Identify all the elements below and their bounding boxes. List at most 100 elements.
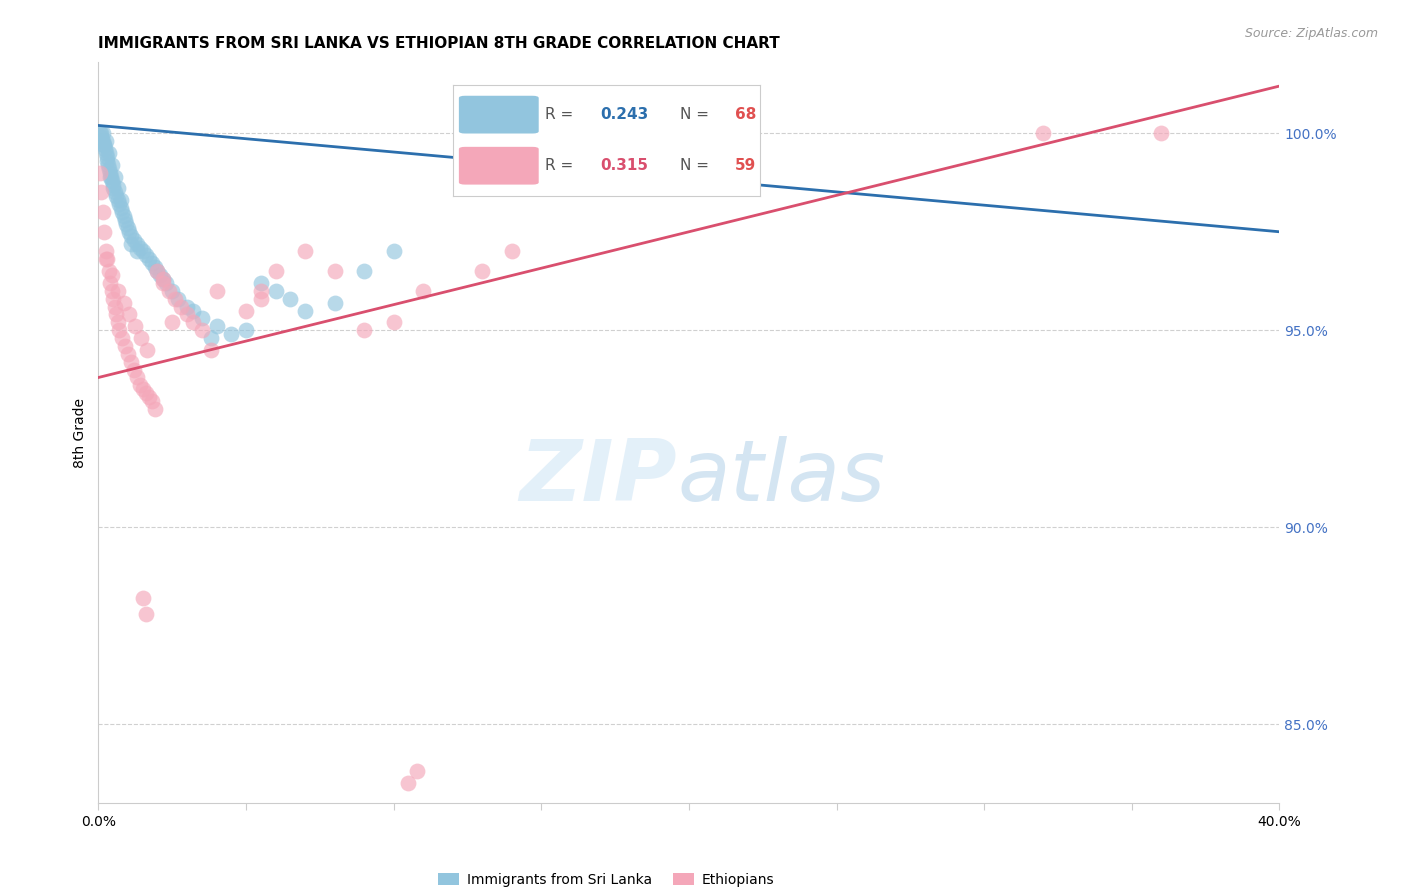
- Point: [136, 343, 159, 357]
- Point: [94, 244, 117, 259]
- Point: [323, 264, 346, 278]
- Point: [250, 284, 273, 298]
- Point: [250, 276, 273, 290]
- Point: [100, 268, 122, 282]
- Point: [91, 205, 114, 219]
- Point: [135, 607, 157, 621]
- Point: [97, 146, 120, 161]
- Point: [100, 284, 122, 298]
- Point: [138, 252, 160, 267]
- Point: [191, 311, 214, 326]
- Point: [170, 300, 193, 314]
- Y-axis label: 8th Grade: 8th Grade: [73, 398, 87, 467]
- Point: [146, 264, 169, 278]
- Point: [125, 370, 148, 384]
- Point: [120, 228, 142, 243]
- Point: [128, 241, 150, 255]
- Point: [143, 260, 166, 275]
- Point: [104, 186, 127, 200]
- Point: [111, 331, 134, 345]
- Point: [382, 315, 405, 329]
- Point: [90, 130, 112, 145]
- Point: [104, 300, 127, 314]
- Point: [146, 264, 169, 278]
- Point: [264, 284, 287, 298]
- Point: [94, 134, 117, 148]
- Point: [118, 225, 141, 239]
- Point: [323, 295, 346, 310]
- Point: [157, 284, 180, 298]
- Point: [221, 327, 243, 342]
- Point: [114, 339, 136, 353]
- Point: [94, 142, 117, 156]
- Point: [132, 244, 155, 259]
- Point: [278, 292, 302, 306]
- Point: [104, 169, 127, 184]
- Point: [152, 272, 174, 286]
- Point: [103, 292, 125, 306]
- Point: [110, 194, 132, 208]
- Point: [165, 292, 187, 306]
- Point: [143, 402, 166, 417]
- Point: [111, 205, 134, 219]
- Point: [107, 181, 129, 195]
- Point: [406, 764, 429, 779]
- Point: [100, 169, 122, 184]
- Point: [98, 276, 121, 290]
- Point: [97, 161, 120, 176]
- Point: [141, 256, 163, 270]
- Point: [138, 390, 160, 404]
- Point: [412, 284, 434, 298]
- Point: [117, 220, 139, 235]
- Point: [132, 382, 155, 396]
- Point: [1032, 126, 1054, 140]
- Point: [94, 252, 117, 267]
- Point: [124, 319, 146, 334]
- Point: [205, 284, 228, 298]
- Point: [110, 201, 132, 215]
- Point: [93, 138, 115, 153]
- Point: [501, 244, 523, 259]
- Point: [129, 331, 152, 345]
- Point: [105, 189, 128, 203]
- Text: IMMIGRANTS FROM SRI LANKA VS ETHIOPIAN 8TH GRADE CORRELATION CHART: IMMIGRANTS FROM SRI LANKA VS ETHIOPIAN 8…: [98, 36, 780, 51]
- Point: [132, 591, 155, 605]
- Point: [96, 252, 118, 267]
- Point: [96, 150, 118, 164]
- Point: [97, 264, 120, 278]
- Point: [96, 153, 118, 168]
- Point: [250, 292, 273, 306]
- Point: [108, 323, 131, 337]
- Text: ZIP: ZIP: [519, 435, 678, 518]
- Point: [100, 158, 122, 172]
- Point: [176, 300, 198, 314]
- Point: [235, 323, 257, 337]
- Point: [90, 126, 112, 140]
- Point: [101, 178, 124, 192]
- Point: [115, 217, 138, 231]
- Point: [181, 303, 204, 318]
- Point: [191, 323, 214, 337]
- Point: [1150, 126, 1173, 140]
- Point: [294, 303, 316, 318]
- Point: [117, 347, 139, 361]
- Point: [89, 126, 111, 140]
- Point: [107, 315, 129, 329]
- Point: [152, 276, 174, 290]
- Point: [152, 272, 174, 286]
- Point: [353, 323, 375, 337]
- Point: [264, 264, 287, 278]
- Point: [396, 776, 419, 790]
- Point: [91, 134, 114, 148]
- Point: [125, 244, 148, 259]
- Point: [353, 264, 375, 278]
- Point: [162, 315, 183, 329]
- Point: [120, 355, 142, 369]
- Point: [114, 213, 136, 227]
- Point: [100, 173, 122, 187]
- Point: [112, 295, 135, 310]
- Point: [91, 126, 114, 140]
- Point: [98, 169, 121, 184]
- Point: [128, 378, 150, 392]
- Point: [97, 158, 120, 172]
